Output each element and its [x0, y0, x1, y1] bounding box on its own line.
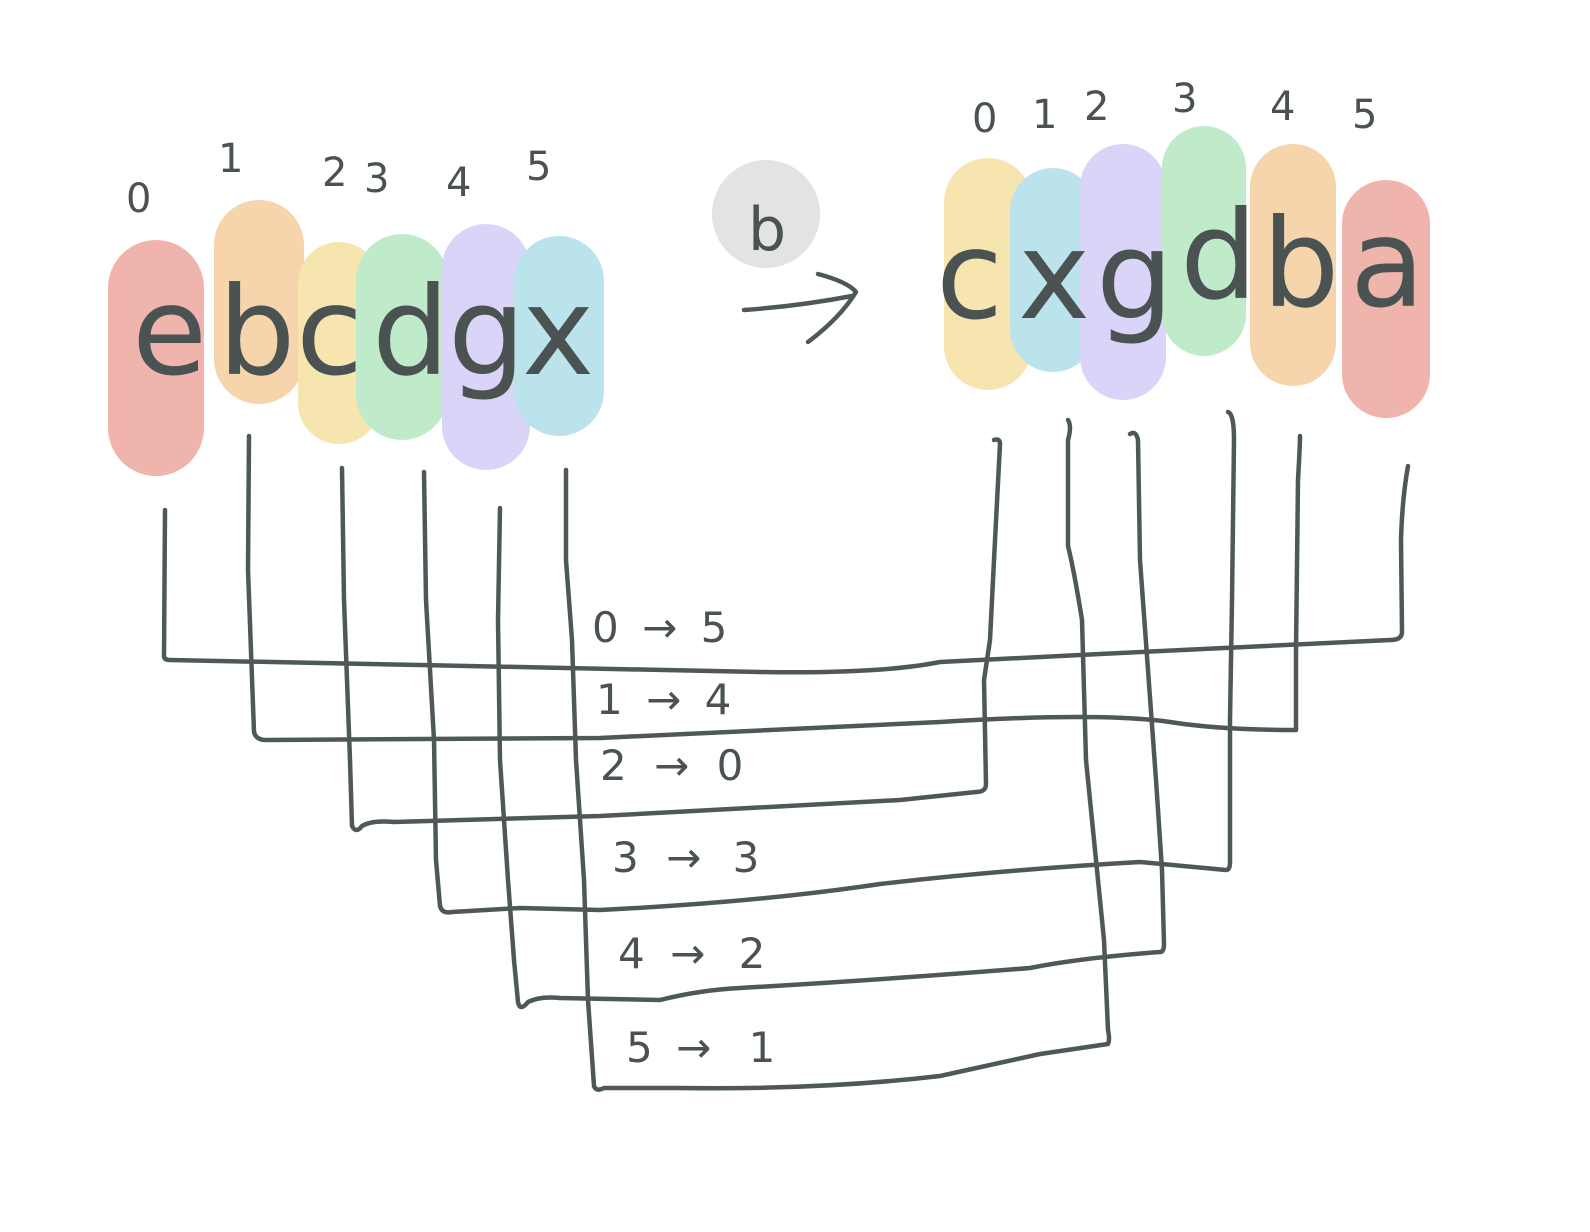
mapping-to-5: 1: [749, 1023, 776, 1072]
source-pill-5: [514, 236, 604, 436]
source-letter-3: d: [372, 261, 443, 403]
wire-4-to-2: [495, 430, 1167, 1010]
mapping-arrow-0: →: [642, 603, 677, 652]
mapping-from-3: 3: [612, 833, 639, 882]
target-index-5: 5: [1352, 92, 1377, 138]
source-indices: 0 1 2 3 4 5: [126, 136, 551, 222]
target-pill-5: [1342, 180, 1430, 418]
mapping-from-0: 0: [592, 603, 619, 652]
shift-badge: [712, 160, 820, 268]
source-index-3: 3: [364, 156, 389, 202]
target-letter-0: c: [936, 205, 997, 347]
mapping-to-1: 4: [705, 675, 732, 724]
mapping-row-1: 1 → 4: [596, 675, 731, 724]
mapping-arrow-2: →: [654, 741, 689, 790]
target-letter-5: a: [1350, 193, 1419, 335]
mapping-arrow-1: →: [646, 675, 681, 724]
target-pill-2: [1080, 144, 1166, 400]
target-letter-2: g: [1096, 205, 1167, 347]
target-indices: 0 1 2 3 4 5: [972, 76, 1377, 142]
mapping-to-0: 5: [701, 603, 728, 652]
source-letter-5: x: [522, 261, 591, 403]
mapping-to-3: 3: [733, 833, 760, 882]
mapping-row-0: 0 → 5: [592, 603, 727, 652]
source-index-4: 4: [446, 160, 471, 206]
mapping-row-3: 3 → 3: [612, 833, 759, 882]
target-index-2: 2: [1084, 84, 1109, 130]
source-letter-0: e: [132, 261, 201, 403]
source-pill-4: [442, 224, 530, 470]
target-pill-4: [1250, 144, 1336, 386]
target-index-3: 3: [1172, 76, 1197, 122]
shift-label: b: [748, 195, 786, 265]
source-index-0: 0: [126, 176, 151, 222]
target-pills: [944, 126, 1430, 418]
wire-3-to-3: [421, 409, 1237, 915]
source-letters: e b c d g x: [132, 261, 597, 403]
source-index-2: 2: [322, 150, 347, 196]
mapping-wires: [161, 409, 1411, 1092]
wire-5-to-1: [563, 417, 1112, 1092]
mapping-to-2: 0: [717, 741, 744, 790]
mapping-row-4: 4 → 2: [618, 929, 765, 978]
mapping-from-2: 2: [600, 741, 627, 790]
source-pill-3: [356, 234, 448, 440]
target-pill-3: [1162, 126, 1246, 356]
mapping-row-2: 2 → 0: [600, 741, 743, 790]
target-index-0: 0: [972, 96, 997, 142]
source-letter-1: b: [218, 261, 289, 403]
wire-1-to-4: [245, 433, 1303, 743]
target-letter-1: x: [1018, 205, 1087, 347]
mapping-labels: 0 → 5 1 → 4 2 → 0 3 → 3 4 → 2 5 → 1: [592, 603, 775, 1072]
source-pill-0: [108, 240, 204, 476]
source-letter-4: g: [448, 261, 519, 403]
source-index-5: 5: [526, 144, 551, 190]
mapping-arrow-5: →: [676, 1023, 711, 1072]
target-index-1: 1: [1032, 92, 1057, 138]
source-letter-2: c: [296, 261, 357, 403]
target-letter-3: d: [1180, 185, 1251, 327]
source-pills: [108, 200, 604, 476]
mapping-row-5: 5 → 1: [626, 1023, 775, 1072]
target-pill-1: [1010, 168, 1096, 372]
wire-2-to-0: [339, 437, 1003, 833]
mapping-to-4: 2: [739, 929, 766, 978]
target-letters: c x g d b a: [936, 185, 1425, 347]
target-letter-4: b: [1262, 193, 1333, 335]
mapping-arrow-3: →: [666, 833, 701, 882]
arrow-icon: [741, 271, 859, 345]
wire-0-to-5: [161, 463, 1411, 675]
source-index-1: 1: [218, 136, 243, 182]
mapping-from-4: 4: [618, 929, 645, 978]
mapping-from-1: 1: [596, 675, 623, 724]
mapping-arrow-4: →: [670, 929, 705, 978]
mapping-from-5: 5: [626, 1023, 653, 1072]
target-index-4: 4: [1270, 84, 1295, 130]
source-pill-1: [214, 200, 304, 404]
